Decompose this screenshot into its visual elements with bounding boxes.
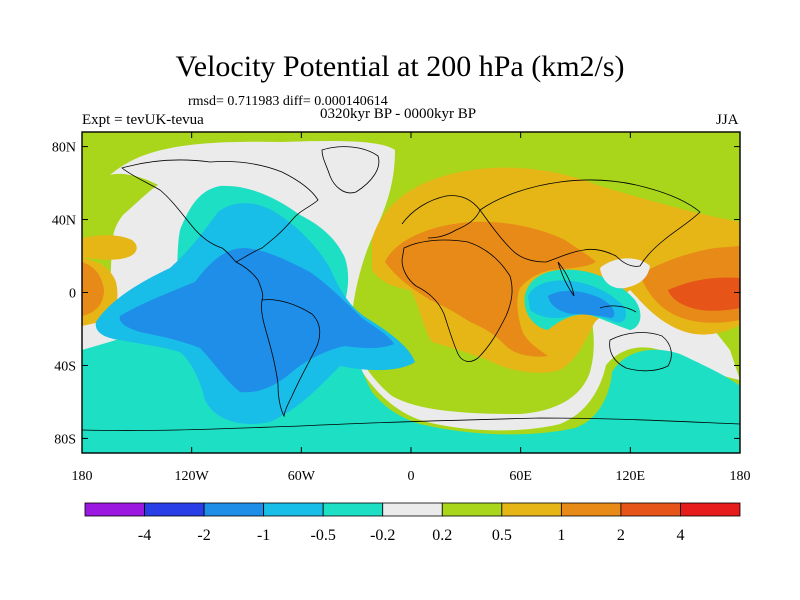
- lon-tick-label: 60E: [509, 469, 532, 484]
- colorbar-label: 0.2: [432, 527, 452, 544]
- lat-tick-label: 40S: [54, 359, 76, 374]
- colorbar-label: 2: [617, 527, 625, 544]
- field-region-positive-7: [82, 262, 104, 316]
- field-region-negative-5: [119, 248, 395, 393]
- field-region-negative-6: [548, 290, 615, 318]
- colorbar-swatch: [144, 502, 205, 517]
- colorbar-swatch: [203, 502, 265, 517]
- colorbar-swatch: [263, 502, 324, 517]
- colorbar-swatch: [382, 502, 443, 517]
- colorbar-swatch: [620, 502, 681, 517]
- lat-tick-label: 80S: [54, 432, 76, 447]
- colorbar-swatch: [560, 502, 622, 517]
- colorbar-swatch: [501, 502, 562, 517]
- field-region-positive-1: [372, 167, 740, 373]
- colorbar-swatch: [322, 502, 384, 517]
- field-region-positive-4: [668, 277, 740, 311]
- lat-tick-label: 0: [69, 287, 76, 302]
- colorbar-label: 4: [676, 527, 684, 544]
- field-region-neutral-2: [600, 258, 650, 289]
- lon-tick-label: 180: [72, 469, 93, 484]
- stats-line: rmsd= 0.711983 diff= 0.000140614: [188, 94, 388, 109]
- colorbar-swatch: [441, 502, 503, 517]
- lon-tick-label: 0: [408, 469, 415, 484]
- lon-tick-label: 120W: [175, 469, 210, 484]
- season-label: JJA: [716, 112, 739, 128]
- colorbar-swatch: [680, 502, 741, 517]
- lon-tick-label: 120E: [616, 469, 646, 484]
- lon-tick-label: 180: [730, 469, 751, 484]
- colorbar-label: -0.5: [311, 527, 336, 544]
- experiment-label: Expt = tevUK-tevua: [82, 112, 204, 128]
- lat-tick-label: 80N: [52, 141, 76, 156]
- colorbar-label: -2: [197, 527, 210, 544]
- field-region-positive-5: [82, 235, 137, 260]
- colorbar-label: -0.2: [370, 527, 395, 544]
- field-region-positive-2: [385, 221, 596, 357]
- axis-layer: 80N 40N 0 40S 80S 180 120W 60W 0 60E 120E 180: [52, 132, 751, 484]
- chart-title: Velocity Potential at 200 hPa (km2/s): [175, 50, 625, 83]
- lon-tick-label: 60W: [288, 469, 316, 484]
- coastlines: [82, 146, 740, 431]
- colorbar-swatch: [84, 502, 145, 517]
- map-field: [82, 132, 740, 453]
- colorbar: -4 -2 -1 -0.5 -0.2 0.2 0.5 1 2 4: [84, 502, 741, 544]
- colorbar-label: -4: [138, 527, 151, 544]
- colorbar-label: 1: [557, 527, 565, 544]
- colorbar-label: -1: [257, 527, 270, 544]
- period-label: 0320kyr BP - 0000kyr BP: [320, 106, 477, 122]
- lat-tick-label: 40N: [52, 214, 76, 229]
- colorbar-label: 0.5: [492, 527, 512, 544]
